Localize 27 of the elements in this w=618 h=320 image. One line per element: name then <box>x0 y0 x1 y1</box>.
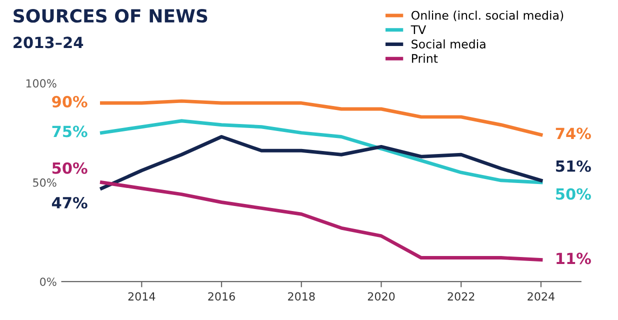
chart-title: SOURCES OF NEWS <box>14 9 208 23</box>
y-tick-label: 0% <box>40 278 56 286</box>
data-label: 47% <box>52 196 88 209</box>
line-series <box>100 99 543 137</box>
line-series <box>100 135 543 190</box>
data-label: 50% <box>52 162 88 174</box>
legend-label: Online (incl. social media) <box>412 10 564 22</box>
data-label: 74% <box>556 128 591 140</box>
data-label: 11% <box>556 252 591 264</box>
y-tick-label: 100% <box>26 79 56 88</box>
data-label: 50% <box>556 188 591 200</box>
x-tick-label: 2016 <box>208 292 235 301</box>
legend-label: Print <box>412 54 438 63</box>
x-tick-label: 2018 <box>288 292 315 301</box>
line-series <box>100 119 543 184</box>
data-label: 51% <box>556 160 591 172</box>
legend-label: TV <box>410 25 426 34</box>
x-tick-label: 2014 <box>128 292 156 301</box>
data-label: 75% <box>52 126 88 138</box>
data-label: 90% <box>52 96 88 108</box>
line-series <box>100 180 543 262</box>
x-tick-label: 2020 <box>368 292 395 301</box>
x-tick-label: 2022 <box>448 292 474 301</box>
legend-label: Social media <box>412 39 486 49</box>
chart-subtitle: 2013–24 <box>14 36 84 48</box>
x-tick-label: 2024 <box>528 292 555 301</box>
y-tick-label: 50% <box>33 178 56 187</box>
